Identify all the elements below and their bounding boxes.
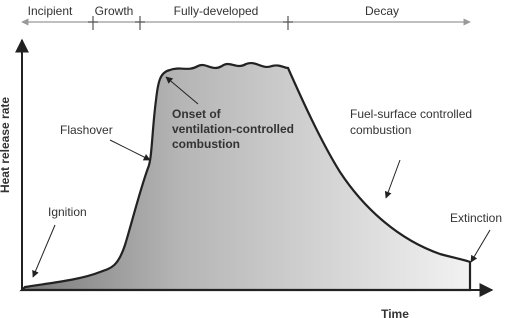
heat-release-curve <box>19 62 472 292</box>
annotation: Onset of <box>172 107 222 121</box>
annotation-arrow <box>470 229 491 263</box>
annotation: combustion <box>350 123 411 137</box>
stage-label: Incipient <box>28 4 73 18</box>
annotation-arrow <box>32 224 56 278</box>
stage-dividers <box>88 16 293 30</box>
stage-label: Growth <box>95 4 134 18</box>
annotation: Flashover <box>60 123 113 137</box>
stage-label: Decay <box>365 4 399 18</box>
annotation: Ignition <box>48 205 87 219</box>
annotation-arrow <box>165 76 199 105</box>
stage-label: Fully-developed <box>174 4 259 18</box>
annotation: combustion <box>172 137 240 151</box>
annotation-arrow <box>109 139 151 161</box>
annotation: Extinction <box>450 211 502 225</box>
annotation: ventilation-controlled <box>172 122 294 136</box>
y-axis-label: Heat release rate <box>0 97 12 193</box>
annotation: Fuel-surface controlled <box>350 107 472 121</box>
x-axis-label: Time <box>381 307 409 318</box>
annotation-arrow <box>384 159 401 199</box>
